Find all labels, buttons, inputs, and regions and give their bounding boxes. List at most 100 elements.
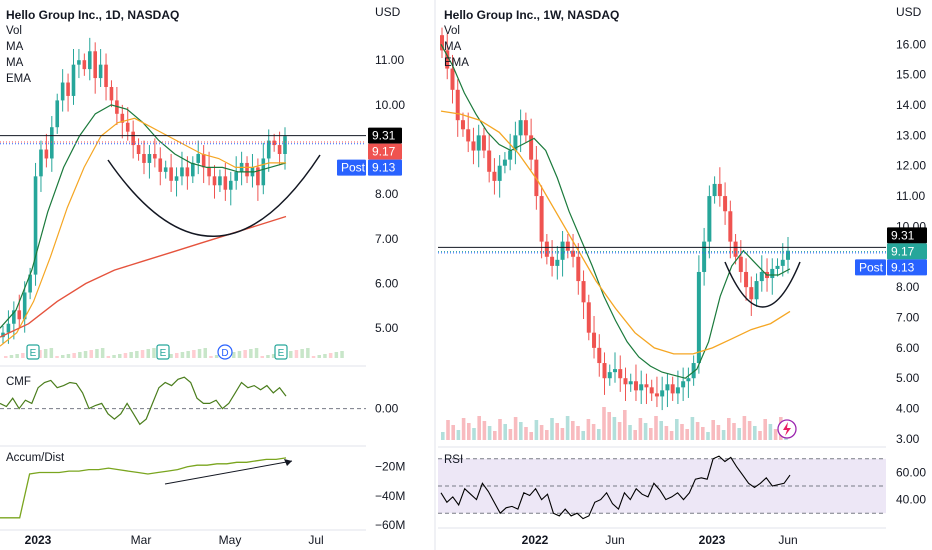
volume-bar: [721, 430, 726, 440]
candle-body: [565, 241, 570, 251]
candle-body: [147, 154, 152, 163]
right-price-tick: 14.00: [896, 98, 926, 112]
candle-body: [28, 274, 32, 293]
left-indicator-ema: EMA: [6, 73, 31, 85]
candle-body: [597, 347, 602, 364]
left-close-price-tag-bg: [368, 143, 402, 160]
candle-body: [261, 158, 266, 186]
left-post-label-tag-bg: [337, 159, 366, 176]
candle-body: [654, 393, 659, 397]
right-close-price-tag: 9.17: [891, 244, 915, 258]
volume-bar: [701, 427, 705, 440]
volume-bar: [334, 352, 339, 358]
volume-bar: [716, 425, 721, 440]
left-accum-dist-pane[interactable]: [0, 457, 432, 531]
candle-body: [445, 50, 450, 69]
candle-body: [675, 387, 680, 394]
volume-bar: [446, 420, 450, 440]
left-close-price-tag: 9.17: [372, 145, 396, 159]
right-time-axis[interactable]: 2022 Jun 2023 Jun: [522, 533, 798, 547]
volume-bar: [591, 424, 596, 440]
candle-body: [502, 159, 507, 166]
candle-body: [142, 154, 146, 163]
left-post-price-tag-bg: [368, 159, 402, 176]
candle-body: [234, 171, 238, 181]
right-last-price-tag: 9.31: [891, 228, 915, 242]
candle-body: [571, 250, 576, 257]
volume-bar: [680, 424, 684, 440]
trend-arrow-head: [284, 459, 292, 466]
candle-body: [592, 332, 597, 348]
volume-bar: [271, 354, 276, 358]
volume-bar: [169, 354, 173, 358]
candle-body: [33, 176, 38, 275]
volume-bar: [38, 350, 42, 358]
candle-body: [77, 60, 81, 65]
volume-bar: [633, 430, 637, 440]
volume-bar: [737, 428, 741, 440]
volume-bar: [323, 354, 327, 358]
right-time-tick: 2022: [522, 533, 549, 547]
volume-bar: [61, 355, 65, 358]
candle-body: [115, 100, 119, 114]
volume-bar: [135, 351, 139, 358]
candle-body: [17, 310, 22, 320]
volume-bar: [197, 349, 202, 358]
volume-bar: [118, 354, 122, 358]
candle-body: [481, 135, 486, 151]
candle-body: [256, 167, 260, 186]
left-ad-tick: −60M: [375, 518, 405, 532]
volume-bar: [340, 351, 344, 358]
volume-bar: [66, 354, 71, 358]
left-chart-panel: E E D E Hello Group Inc., 1D, NASDAQ Vol MA…: [0, 0, 432, 550]
volume-bar: [140, 350, 145, 358]
candle-body: [759, 271, 764, 282]
candle-body: [466, 129, 471, 142]
candle-body: [644, 384, 649, 388]
candle-body: [770, 268, 775, 279]
left-ad-tick: −20M: [375, 460, 405, 474]
volume-bar: [477, 416, 481, 440]
volume-bar: [95, 349, 99, 358]
volume-bar: [451, 425, 455, 440]
right-price-pane[interactable]: [438, 27, 932, 448]
earnings-event-icon: [26, 344, 40, 360]
volume-bar: [628, 425, 632, 440]
left-ad-tick: −40M: [375, 489, 405, 503]
volume-bar: [49, 348, 54, 358]
left-indicator-ma1: MA: [6, 41, 24, 53]
candle-body: [6, 323, 11, 333]
candle-body: [93, 51, 97, 79]
volume-bar: [441, 432, 445, 440]
candle-body: [120, 113, 125, 123]
left-cmf-tick: 0.00: [375, 402, 399, 416]
candle-body: [163, 167, 168, 172]
candle-body: [723, 196, 728, 212]
candle-body: [487, 150, 492, 172]
left-price-axis[interactable]: USD 11.00 10.00 8.00 7.00 6.00 5.00 0.00 −20M −4…: [366, 0, 432, 550]
rsi-line: [440, 455, 791, 520]
left-cmf-pane[interactable]: [0, 376, 432, 447]
candle-body: [22, 292, 27, 320]
candle-body: [98, 64, 103, 79]
candle-body: [39, 149, 43, 177]
volume-bar: [571, 421, 575, 440]
candle-body: [180, 167, 184, 177]
candle-body: [174, 176, 179, 181]
volume-bar: [555, 423, 559, 440]
volume-bar: [513, 417, 518, 440]
candle-body: [82, 60, 87, 70]
volume-bar: [467, 423, 471, 440]
left-time-axis[interactable]: 2023 Mar May Jul: [25, 533, 324, 547]
right-price-tick: 11.00: [896, 189, 925, 203]
volume-bar: [192, 350, 196, 358]
right-rsi-pane[interactable]: [438, 455, 932, 529]
volume-bar: [534, 420, 539, 440]
candle-body: [712, 183, 717, 197]
candle-body: [618, 369, 623, 379]
candle-body: [717, 183, 722, 197]
volume-bar: [328, 353, 333, 358]
left-ad-label: Accum/Dist: [6, 452, 65, 464]
candle-body: [196, 154, 201, 163]
